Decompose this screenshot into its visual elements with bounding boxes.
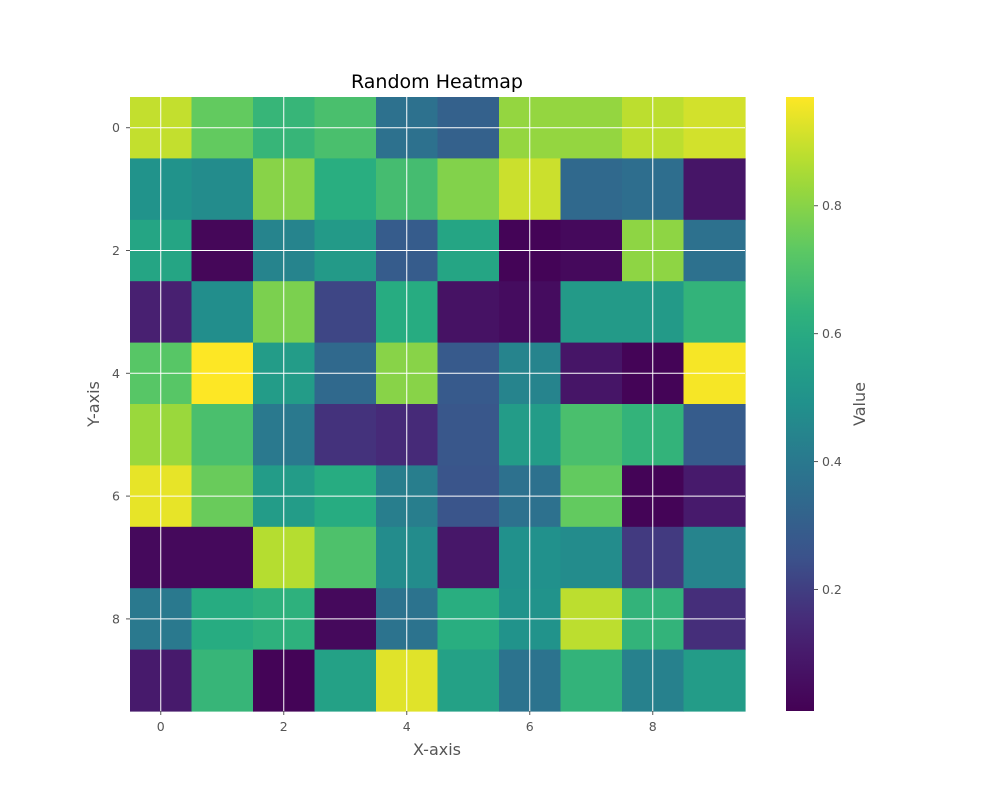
heatmap-cell [560,649,623,712]
y-axis-ticks: 0 2 4 6 8 [112,120,130,626]
heatmap-cell [314,526,377,589]
y-tick-label: 0 [112,120,120,135]
heatmap-cell [314,649,377,712]
y-tick-label: 8 [112,611,120,626]
heatmap-cell [683,649,746,712]
y-tick-label: 2 [112,243,120,258]
heatmap-cell [191,404,254,466]
colorbar-tick-label: 0.8 [822,198,842,213]
heatmap-cell [683,526,746,589]
colorbar-tick-label: 0.6 [822,326,842,341]
x-axis-ticks: 0 2 4 6 8 [157,711,657,734]
heatmap-cell [191,281,254,344]
x-tick-label: 6 [526,719,534,734]
heatmap-cell [683,404,746,466]
heatmap-cell [437,404,500,466]
colorbar-ticks: 0.2 0.4 0.6 0.8 [814,198,842,597]
x-tick-label: 2 [280,719,288,734]
y-tick-label: 4 [112,366,120,381]
colorbar-label: Value [850,382,869,426]
gridlines [130,97,745,711]
heatmap-cells [130,97,746,712]
colorbar-tick-label: 0.2 [822,582,842,597]
x-tick-label: 8 [649,719,657,734]
heatmap-cell [191,526,254,589]
y-axis-label: Y-axis [84,381,103,428]
x-tick-label: 0 [157,719,165,734]
x-tick-label: 4 [403,719,411,734]
heatmap-cell [560,281,623,344]
heatmap-cell [314,404,377,466]
heatmap-cell [314,281,377,344]
heatmap-cell [560,404,623,466]
heatmap-cell [314,158,377,221]
heatmap-cell [560,526,623,589]
heatmap-cell [437,526,500,589]
heatmap-cell [437,649,500,712]
colorbar [786,97,814,711]
heatmap-cell [560,158,623,221]
heatmap-cell [191,158,254,221]
heatmap-cell [191,649,254,712]
heatmap-cell [683,158,746,221]
heatmap-cell [683,281,746,344]
chart-title: Random Heatmap [351,71,523,93]
y-tick-label: 6 [112,489,120,504]
heatmap-cell [437,281,500,344]
colorbar-tick-label: 0.4 [822,454,842,469]
heatmap-cell [437,158,500,221]
x-axis-label: X-axis [413,740,461,759]
